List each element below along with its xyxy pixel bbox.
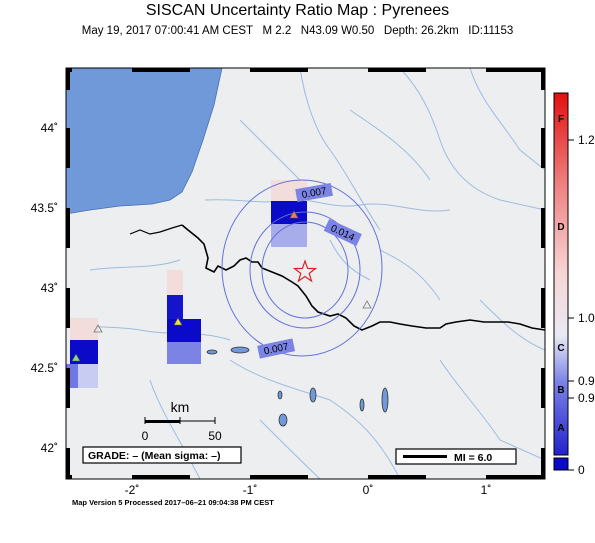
colorbar-value: 0.9 [578, 391, 595, 405]
scale-end-label: 50 [208, 429, 222, 443]
sea-area [66, 68, 223, 215]
map-subtitle: May 19, 2017 07:00:41 AM CEST M 2.2 N43.… [81, 25, 514, 37]
station-marker [362, 300, 372, 309]
lon-label: 1˚ [481, 483, 492, 497]
scale-start-label: 0 [142, 429, 149, 443]
contour-label-1-text: 0.007 [301, 186, 328, 201]
lakes [206, 346, 389, 427]
contour-label-1: 0.007 [295, 182, 333, 203]
processing-footer: Map Version 5 Processed 2017–06–21 09:04… [72, 498, 274, 507]
colorbar-letter: B [557, 385, 564, 396]
uncertainty-contours [221, 179, 383, 357]
contour-label-3: 0.007 [257, 338, 296, 359]
lon-label: -2˚ [125, 483, 140, 497]
lat-label: 44˚ [41, 121, 58, 135]
colorbar-letter: F [558, 114, 564, 125]
grade-text: GRADE: – (Mean sigma: –) [88, 450, 220, 462]
colorbar-zero-swatch [553, 457, 569, 471]
rivers [66, 68, 545, 479]
lat-label: 42˚ [41, 441, 58, 455]
lat-label: 43˚ [41, 281, 58, 295]
colorbar-letter: C [557, 343, 564, 354]
frame-ticks [66, 68, 545, 479]
lat-label: 43.5˚ [31, 201, 58, 215]
lat-label: 42.5˚ [31, 361, 58, 375]
colorbar-value: 1.0 [578, 311, 595, 325]
grade-box [82, 446, 242, 464]
colorbar [553, 92, 569, 456]
map-title: SISCAN Uncertainty Ratio Map : Pyrenees [145, 2, 450, 19]
contour-label-3-text: 0.007 [263, 341, 290, 357]
station-marker [289, 210, 299, 219]
scale-bar [144, 417, 216, 424]
lon-label: -1˚ [243, 483, 258, 497]
colorbar-letter: A [557, 423, 564, 434]
colorbar-ticks [568, 139, 574, 471]
colorbar-value: 0 [578, 463, 585, 477]
colorbar-letter: D [557, 222, 564, 233]
mi-text: MI = 6.0 [454, 452, 492, 464]
scale-unit: km [171, 399, 190, 415]
stations [71, 210, 372, 362]
colorbar-value: 1.2 [578, 133, 595, 147]
border-line [181, 224, 545, 331]
epicenter-star-icon [292, 259, 318, 283]
station-marker [173, 317, 183, 326]
colorbar-value: 0.9 [578, 374, 595, 388]
station-marker [93, 324, 103, 333]
station-marker [71, 353, 81, 362]
mi-box [395, 448, 517, 465]
lon-label: 0˚ [363, 483, 374, 497]
border-line-west [129, 224, 183, 235]
